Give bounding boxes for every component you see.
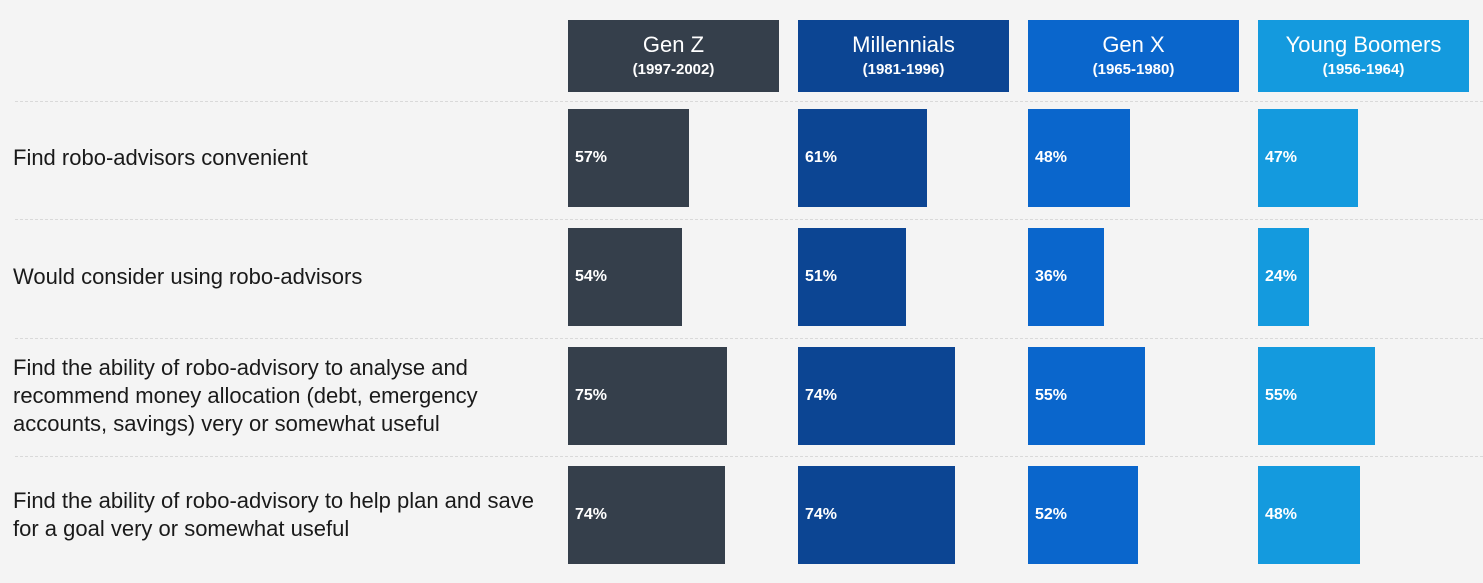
row-label: Find robo-advisors convenient — [13, 109, 553, 207]
bar-value-label: 61% — [805, 149, 838, 166]
bar-value-label: 57% — [575, 149, 608, 166]
row-label: Find the ability of robo-advisory to ana… — [13, 347, 553, 445]
bar-value-label: 74% — [805, 506, 838, 523]
column-header-years: (1965-1980) — [1092, 61, 1175, 78]
bar — [798, 347, 955, 445]
bar-value-label: 51% — [805, 268, 838, 285]
bar — [1028, 466, 1138, 564]
bar — [1028, 228, 1104, 326]
bar-value-label: 48% — [1035, 149, 1068, 166]
row-divider — [15, 456, 1483, 457]
row-divider — [15, 101, 1483, 102]
row-divider — [15, 338, 1483, 339]
bar — [798, 228, 906, 326]
row-label-text: Find the ability of robo-advisory to hel… — [13, 488, 534, 541]
bar-value-label: 74% — [805, 387, 838, 404]
row-label-text: Find robo-advisors convenient — [13, 145, 308, 170]
bar — [1258, 347, 1375, 445]
bar — [568, 466, 725, 564]
column-header-years: (1997-2002) — [632, 61, 715, 78]
row-divider — [15, 219, 1483, 220]
row-label-text: Find the ability of robo-advisory to ana… — [13, 355, 478, 436]
column-header-years: (1956-1964) — [1322, 61, 1405, 78]
bar-value-label: 47% — [1265, 149, 1298, 166]
column-header-name: Gen Z — [642, 32, 705, 57]
bar — [798, 109, 927, 207]
column-header-0: Gen Z (1997-2002) — [568, 20, 779, 92]
row-label: Find the ability of robo-advisory to hel… — [13, 466, 553, 564]
bar-value-label: 24% — [1265, 268, 1298, 285]
bar-value-label: 54% — [575, 268, 608, 285]
bar-value-label: 55% — [1035, 387, 1068, 404]
bar — [1258, 466, 1360, 564]
bar-value-label: 48% — [1265, 506, 1298, 523]
bar — [1258, 228, 1309, 326]
bar-value-label: 36% — [1035, 268, 1068, 285]
column-header-name: Young Boomers — [1285, 32, 1442, 57]
bar — [568, 109, 689, 207]
column-header-name: Gen X — [1102, 32, 1165, 57]
column-header-years: (1981-1996) — [862, 61, 945, 78]
column-header-3: Young Boomers (1956-1964) — [1258, 20, 1469, 92]
bar — [1258, 109, 1358, 207]
bar-value-label: 75% — [575, 387, 608, 404]
bar — [798, 466, 955, 564]
bar-value-label: 52% — [1035, 506, 1068, 523]
column-header-name: Millennials — [852, 32, 955, 57]
row-label: Would consider using robo-advisors — [13, 228, 553, 326]
bar — [568, 228, 682, 326]
row-label-text: Would consider using robo-advisors — [13, 264, 363, 289]
bar — [1028, 347, 1145, 445]
bar — [1028, 109, 1130, 207]
bar — [568, 347, 727, 445]
bar-value-label: 74% — [575, 506, 608, 523]
column-header-1: Millennials (1981-1996) — [798, 20, 1009, 92]
column-header-2: Gen X (1965-1980) — [1028, 20, 1239, 92]
bar-value-label: 55% — [1265, 387, 1298, 404]
